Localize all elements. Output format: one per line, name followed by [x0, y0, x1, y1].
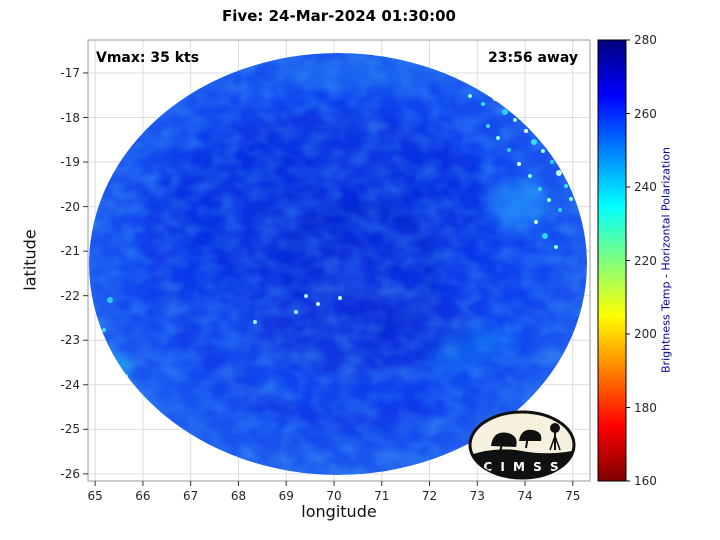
storm-swath-image: [89, 53, 587, 475]
colorbar-tick-label: 160: [634, 474, 657, 488]
x-tick-label: 65: [87, 489, 103, 503]
x-tick-label: 66: [135, 489, 151, 503]
colorbar-tick-label: 180: [634, 400, 657, 415]
y-tick-label: -21: [60, 244, 80, 259]
x-tick-label: 67: [183, 489, 199, 503]
logo-ground: [470, 449, 574, 478]
vmax-label: Vmax: 35 kts: [96, 50, 200, 66]
x-tick-label: 71: [374, 489, 390, 503]
x-tick-label: 68: [230, 489, 247, 503]
colorbar-tick-label: 240: [634, 180, 657, 194]
logo-text: C I M S S: [483, 460, 560, 474]
logo-water-tower: [549, 423, 561, 451]
logo-dish-left: [491, 432, 517, 447]
y-tick-label: -25: [60, 422, 80, 437]
y-axis-label: latitude: [20, 229, 40, 291]
x-tick-label: 69: [278, 489, 294, 503]
axes-frame: [87, 39, 591, 482]
colorbar-tick-label: 280: [634, 33, 657, 47]
x-tick-label: 72: [421, 489, 438, 503]
x-tick-label: 75: [565, 489, 581, 503]
x-axis-label: longitude: [301, 502, 377, 521]
plot-title: Five: 24-Mar-2024 01:30:00: [222, 7, 456, 25]
x-tick-label: 70: [326, 489, 342, 503]
colorbar-tick-label: 220: [634, 253, 657, 268]
y-tick-label: -18: [60, 110, 80, 125]
colorbar-tick-marks: [626, 39, 630, 482]
y-tick-label: -23: [60, 333, 80, 348]
time-away-label: 23:56 away: [488, 50, 578, 66]
colorbar: [598, 40, 626, 481]
colorbar-tick-label: 260: [634, 106, 657, 121]
cimss-logo: C I M S S: [468, 410, 576, 480]
y-tick-label: -22: [60, 288, 80, 303]
y-tick-label: -26: [60, 466, 80, 481]
y-tick-label: -24: [60, 377, 80, 392]
logo-dish-right: [519, 429, 542, 441]
y-tick-label: -20: [60, 199, 80, 214]
colorbar-tick-label: 200: [634, 327, 657, 341]
y-tick-label: -19: [60, 155, 80, 170]
axis-tick-marks: [83, 72, 574, 486]
x-tick-label: 73: [469, 489, 485, 503]
y-tick-label: -17: [60, 65, 80, 80]
x-tick-label: 74: [517, 489, 533, 503]
